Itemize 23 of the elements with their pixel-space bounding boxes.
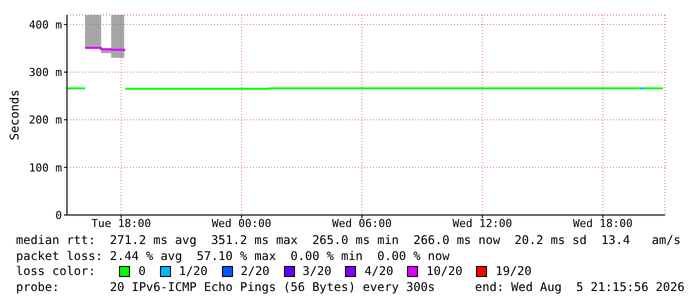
legend-label: 19/20 xyxy=(495,264,532,280)
x-tick-label: Wed 12:00 xyxy=(452,216,512,230)
x-tick-label: Wed 06:00 xyxy=(332,216,392,230)
text: median rtt: 271.2 ms avg 351.2 ms max 265.0 ms min 266.0 ms now 20.2 ms sd 13.4 am/s xyxy=(16,233,681,248)
x-tick-label: Tue 18:00 xyxy=(91,216,151,230)
y-tick-label: 300 m xyxy=(28,66,62,80)
y-tick-label: 200 m xyxy=(28,114,62,127)
text: probe: 20 IPv6-ICMP Echo Pings (56 Bytes) every 300s xyxy=(16,280,436,295)
legend-title: loss color: xyxy=(16,264,96,280)
legend-label: 0 xyxy=(138,264,146,280)
legend-label: 4/20 xyxy=(364,264,394,280)
y-tick-label: 0 xyxy=(55,208,62,222)
legend-label: 10/20 xyxy=(426,264,462,280)
x-tick-label: Wed 00:00 xyxy=(212,216,272,230)
y-tick-label: 100 m xyxy=(28,161,62,174)
legend-label: 3/20 xyxy=(302,264,332,280)
x-tick-label: Wed 18:00 xyxy=(572,216,633,230)
legend-label: 2/20 xyxy=(240,264,270,280)
legend-label: 1/20 xyxy=(178,264,208,280)
text: packet loss: 2.44 % avg 57.10 % max 0.00 % min 0.00 % now xyxy=(16,248,450,264)
y-axis-title: Seconds xyxy=(7,90,22,140)
text: end: Wed Aug 5 21:15:56 2026 xyxy=(475,280,685,295)
y-tick-label: 400 m xyxy=(28,18,62,32)
